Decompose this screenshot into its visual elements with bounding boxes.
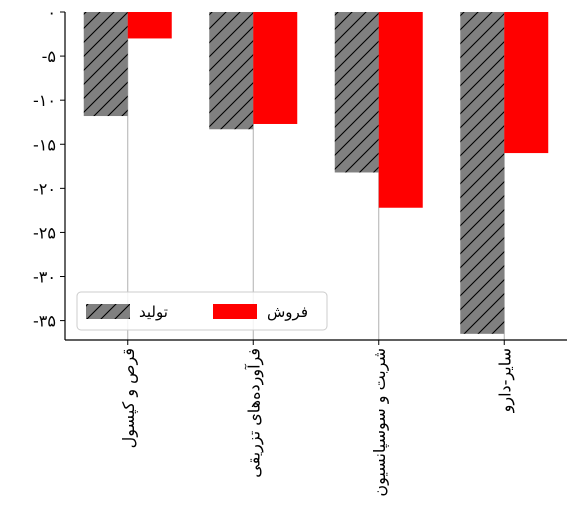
legend-swatch-production [86,304,130,319]
bar-production-0 [83,12,128,117]
axes: ۰ -۵ -۱۰ -۱۵ -۲۰ -۲۵ -۳۰ -۳۵ قرص و کپسول فرآورده‌… [33,3,567,497]
bar-sales-1 [253,12,298,124]
y-tick-label-2: -۱۰ [33,91,56,110]
x-tick-label-1: فرآورده‌های تزریقی [244,348,264,478]
gridlines [127,12,505,340]
legend-swatch-sales [213,304,257,319]
x-tick-label-2: شربت و سوسپانسیون [370,348,390,497]
y-tick-label-4: -۲۰ [33,179,56,198]
bar-production-1 [209,12,254,130]
y-tick-label-7: -۳۵ [33,312,56,331]
legend-label-production: تولید [139,303,168,321]
bar-sales-0 [127,12,172,39]
legend-label-sales: فروش [267,303,308,321]
bar-production-3 [460,12,505,334]
y-tick-label-5: -۲۵ [33,223,56,242]
y-tick-label-0: ۰ [47,3,56,22]
bar-production-2 [334,12,379,173]
y-tick-label-3: -۱۵ [33,135,56,154]
x-tick-label-0: قرص و کپسول [119,348,139,448]
y-tick-label-6: -۳۰ [33,268,56,287]
bar-sales-3 [504,12,549,154]
bars [83,12,549,334]
bar-sales-2 [378,12,423,208]
y-tick-label-1: -۵ [42,47,56,66]
legend-frame [76,291,328,331]
legend: تولید فروش [76,291,328,331]
x-tick-label-3: سایر-دارو [495,348,515,413]
